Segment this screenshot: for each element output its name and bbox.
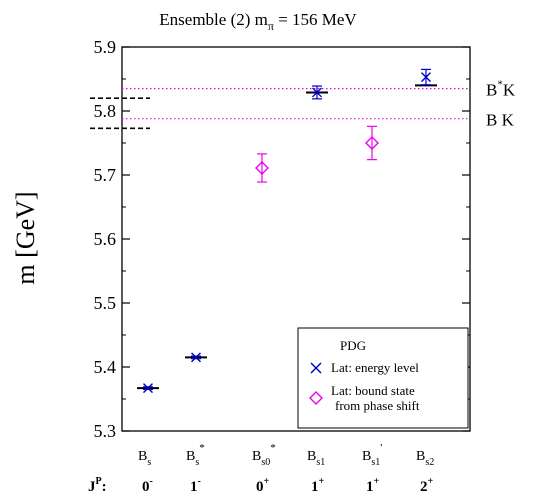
jp-value: 0- (142, 476, 153, 495)
legend-bound-state-label-line2: from phase shift (335, 398, 420, 413)
bound-state-point (255, 160, 269, 175)
y-tick-label: 5.5 (94, 293, 117, 313)
legend-x-marker (310, 362, 322, 374)
y-axis-ticks: 5.3 5.4 5.5 5.6 5.7 5.8 5.9 (94, 37, 470, 441)
category-label: Bs* (186, 442, 205, 468)
jp-label-colon: : (102, 479, 107, 495)
energy-level-point-stroke (143, 383, 153, 394)
y-tick-label: 5.3 (94, 421, 117, 441)
chart-title: Ensemble (2) mπ = 156 MeV (159, 10, 357, 33)
energy-level-point-stroke (191, 352, 201, 363)
energy-level-point-stroke (421, 72, 431, 83)
y-tick-label: 5.9 (94, 37, 117, 57)
category-label: Bs1 (307, 449, 325, 468)
chart-title-rest: = 156 MeV (274, 10, 357, 29)
category-label: Bs1' (362, 442, 382, 468)
jp-value: 1+ (366, 476, 380, 495)
y-axis-label: m [GeV] (11, 191, 40, 284)
jp-label-main: J (88, 479, 96, 495)
legend-diamond-marker (309, 391, 323, 405)
threshold-label: B*K (486, 79, 516, 100)
jp-value: 1+ (311, 476, 325, 495)
jp-value: 2+ (420, 476, 434, 495)
legend-pdg-label: PDG (340, 338, 366, 353)
chart-title-sub: π (268, 19, 274, 33)
energy-level-point-stroke (312, 87, 322, 98)
threshold-lines: B*K B K (90, 79, 516, 130)
category-labels: Bs 0- Bs* 1- Bs0* 0+ Bs1 1+ Bs1' 1+ Bs2 2+ (138, 442, 434, 495)
threshold-label: B K (486, 111, 515, 130)
jp-row-label: JP: (88, 476, 107, 495)
bound-state-point (365, 136, 379, 150)
data-series (137, 68, 437, 394)
y-tick-label: 5.4 (94, 357, 117, 377)
jp-label-sup: P (96, 476, 102, 487)
legend: PDG Lat: energy level Lat: bound state f… (297, 327, 469, 429)
y-tick-label: 5.7 (94, 165, 117, 185)
category-label: Bs (138, 449, 151, 468)
category-label: Bs2 (416, 449, 434, 468)
legend-box (297, 327, 469, 429)
y-tick-label: 5.8 (94, 101, 117, 121)
legend-energy-level-label: Lat: energy level (331, 360, 419, 375)
chart-title-main: Ensemble (2) m (159, 10, 268, 29)
legend-bound-state-label: Lat: bound state (331, 383, 415, 398)
category-label: Bs0* (252, 442, 276, 468)
jp-value: 1- (190, 476, 201, 495)
y-tick-label: 5.6 (94, 229, 117, 249)
jp-value: 0+ (256, 476, 270, 495)
